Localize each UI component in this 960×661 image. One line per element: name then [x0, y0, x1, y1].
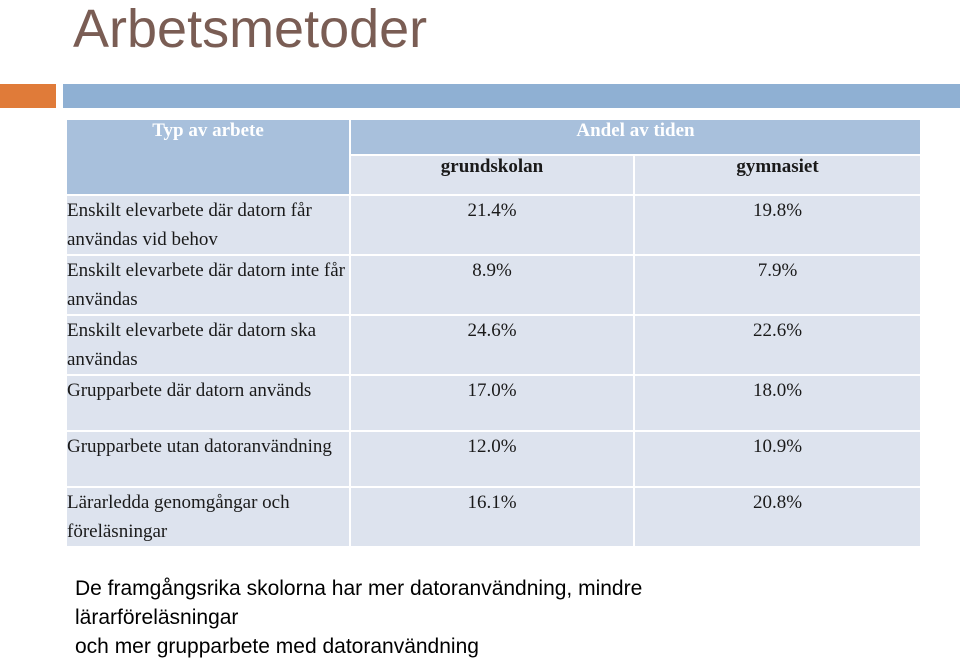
row-label: Enskilt elevarbete där datorn får använd… — [65, 194, 351, 256]
value-grundskolan: 17.0% — [349, 374, 635, 432]
value-gymnasiet: 10.9% — [633, 430, 922, 488]
value-gymnasiet: 19.8% — [633, 194, 922, 256]
row-label: Lärarledda genomgångar och föreläsningar — [65, 486, 351, 548]
accent-bar-blue — [63, 84, 960, 108]
header-share-of-time: Andel av tiden — [349, 118, 922, 156]
conclusion-text: De framgångsrika skolorna har mer datora… — [75, 574, 775, 661]
value-gymnasiet: 22.6% — [633, 314, 922, 376]
row-label: Grupparbete utan datoranvändning — [65, 430, 351, 488]
table-row: Enskilt elevarbete där datorn ska använd… — [65, 314, 922, 376]
conclusion-line-1: De framgångsrika skolorna har mer datora… — [75, 577, 643, 600]
accent-bar-orange — [0, 84, 56, 108]
table-row: Grupparbete utan datoranvändning 12.0% 1… — [65, 430, 922, 488]
table-row: Enskilt elevarbete där datorn får använd… — [65, 194, 922, 256]
value-grundskolan: 8.9% — [349, 254, 635, 316]
header-gymnasiet: gymnasiet — [633, 154, 922, 196]
value-gymnasiet: 7.9% — [633, 254, 922, 316]
table-row: Lärarledda genomgångar och föreläsningar… — [65, 486, 922, 548]
row-label: Enskilt elevarbete där datorn ska använd… — [65, 314, 351, 376]
value-grundskolan: 21.4% — [349, 194, 635, 256]
value-grundskolan: 12.0% — [349, 430, 635, 488]
table-row: Grupparbete där datorn används 17.0% 18.… — [65, 374, 922, 432]
row-label: Enskilt elevarbete där datorn inte får a… — [65, 254, 351, 316]
work-methods-table: Typ av arbete Andel av tiden grundskolan… — [65, 118, 922, 548]
conclusion-line-3: och mer grupparbete med datoranvändning — [75, 635, 479, 658]
value-grundskolan: 24.6% — [349, 314, 635, 376]
header-type-of-work: Typ av arbete — [65, 118, 351, 196]
slide-title: Arbetsmetoder — [73, 0, 428, 59]
header-grundskolan: grundskolan — [349, 154, 635, 196]
value-grundskolan: 16.1% — [349, 486, 635, 548]
row-label: Grupparbete där datorn används — [65, 374, 351, 432]
conclusion-line-2: lärarföreläsningar — [75, 606, 239, 629]
table-row: Enskilt elevarbete där datorn inte får a… — [65, 254, 922, 316]
value-gymnasiet: 18.0% — [633, 374, 922, 432]
value-gymnasiet: 20.8% — [633, 486, 922, 548]
